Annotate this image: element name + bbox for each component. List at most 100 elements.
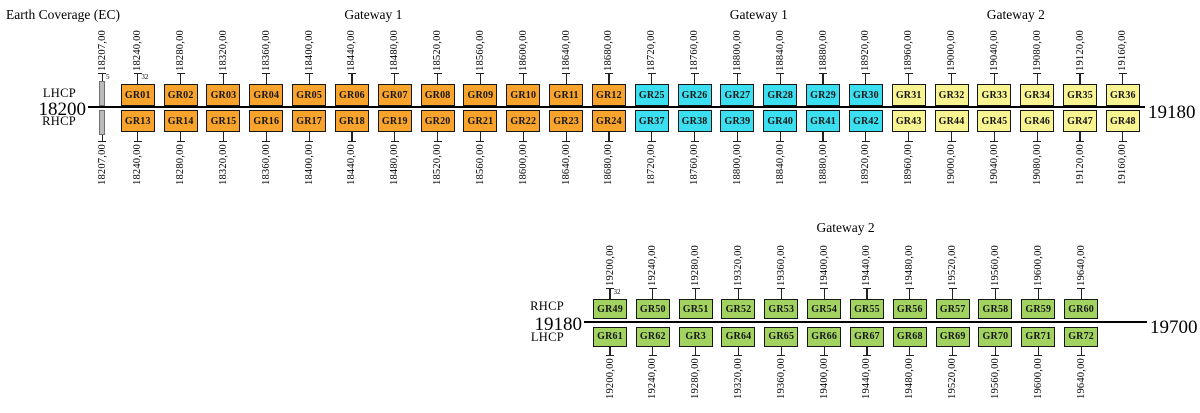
- tick-stem: [779, 73, 781, 84]
- tick-stem: [994, 288, 997, 299]
- frequency-label-bottom: 18720,00: [646, 144, 658, 185]
- tick-cap: [947, 140, 956, 142]
- tick-stem: [695, 346, 697, 355]
- channel-box: GR30: [848, 84, 883, 106]
- tick-stem: [865, 73, 867, 84]
- channel-box: GR58: [978, 299, 1013, 319]
- tick-stem: [137, 73, 139, 84]
- tick-cap: [519, 140, 528, 142]
- channel-box: GR3: [678, 326, 713, 347]
- frequency-label-top: 18240,00: [132, 30, 144, 71]
- frequency-label-top: 19080,00: [1031, 30, 1043, 71]
- channel-box: GR28: [763, 84, 798, 106]
- frequency-label-bottom: 19200,00: [604, 357, 616, 399]
- tick-cap: [604, 140, 613, 142]
- channel-box: GR50: [635, 299, 670, 319]
- frequency-label-bottom: 18800,00: [731, 144, 743, 185]
- tick-stem: [1036, 73, 1038, 84]
- channel-box: GR26: [677, 84, 712, 106]
- tick-cap: [776, 140, 785, 142]
- tick-stem: [737, 288, 740, 299]
- tick-stem: [1080, 288, 1082, 299]
- polarization-label-bottom: LHCP: [530, 330, 564, 344]
- channel-box: GR42: [848, 110, 883, 132]
- channel-box: GR21: [463, 110, 498, 132]
- channel-box: GR02: [163, 84, 198, 106]
- tick-stem: [695, 288, 697, 299]
- frequency-label-top: 18800,00: [731, 30, 743, 71]
- channel-box: GR52: [721, 299, 756, 319]
- channel-box: GR54: [807, 299, 842, 319]
- channel-box: GR23: [549, 110, 584, 132]
- tick-stem: [180, 73, 182, 84]
- tick-stem: [994, 346, 997, 355]
- frequency-label-top: 19040,00: [988, 30, 1000, 71]
- channel-box: GR70: [978, 326, 1013, 347]
- tick-stem: [822, 73, 824, 84]
- tick-stem: [822, 132, 824, 141]
- tick-stem: [479, 132, 482, 141]
- tick-cap: [133, 140, 142, 142]
- tick-stem: [1080, 346, 1082, 355]
- channel-box: GR04: [249, 84, 284, 106]
- polarization-label-top: LHCP: [42, 86, 76, 100]
- tick-stem: [652, 346, 654, 355]
- tick-cap: [647, 140, 656, 142]
- frequency-label-top: 18360,00: [260, 30, 272, 71]
- channel-box: GR71: [1021, 326, 1056, 347]
- tick-stem: [137, 132, 139, 141]
- frequency-label-top: 18880,00: [817, 30, 829, 71]
- channel-box: GR72: [1064, 326, 1099, 347]
- channel-box: GR11: [549, 84, 584, 106]
- channel-box: GR46: [1020, 110, 1055, 132]
- channel-box: GR41: [806, 110, 841, 132]
- channel-box: GR01: [120, 84, 155, 106]
- tick-stem: [565, 132, 567, 141]
- channel-box: GR34: [1020, 84, 1055, 106]
- channel-box: GR13: [120, 110, 155, 132]
- frequency-label-top: 19600,00: [1032, 245, 1044, 286]
- channel-bandwidth-label: 32: [141, 73, 149, 81]
- tick-cap: [904, 140, 913, 142]
- tick-cap: [691, 354, 700, 356]
- channel-box: GR12: [591, 84, 626, 106]
- frequency-label-bottom: 18440,00: [346, 144, 358, 185]
- frequency-label-bottom: 18280,00: [175, 144, 187, 185]
- frequency-label-top: 18920,00: [860, 30, 872, 71]
- frequency-label-bottom: 19240,00: [647, 357, 659, 399]
- tick-cap: [1076, 140, 1085, 142]
- frequency-label-top: 18640,00: [560, 30, 572, 71]
- frequency-label-top: 18960,00: [903, 30, 915, 71]
- channel-box: GR66: [807, 326, 842, 347]
- axis-end-label: 19180: [1148, 101, 1196, 123]
- tick-cap: [948, 354, 957, 356]
- tick-stem: [308, 73, 310, 84]
- tick-stem: [1122, 73, 1124, 84]
- channel-box: GR69: [935, 326, 970, 347]
- frequency-label-top: 19560,00: [989, 245, 1001, 286]
- axis-start-label: 18200: [38, 98, 87, 120]
- frequency-label-bottom: 19280,00: [690, 357, 702, 399]
- tick-cap: [1034, 354, 1043, 356]
- tick-stem: [823, 346, 825, 355]
- tick-stem: [950, 132, 953, 141]
- polarization-label-top: RHCP: [530, 299, 564, 313]
- frequency-label-bottom: 18360,00: [260, 144, 272, 185]
- tick-stem: [736, 132, 738, 141]
- channel-box: GR25: [634, 84, 669, 106]
- tick-cap: [1033, 140, 1042, 142]
- channel-box: GR38: [677, 110, 712, 132]
- frequency-label-bottom: 19520,00: [947, 357, 959, 399]
- frequency-label-bottom: 18840,00: [774, 144, 786, 185]
- tick-stem: [952, 346, 954, 355]
- frequency-label-top: 18560,00: [474, 30, 486, 71]
- frequency-label-top: 19440,00: [861, 245, 873, 286]
- channel-box: GR24: [591, 110, 626, 132]
- channel-box: GR56: [892, 299, 927, 319]
- frequency-label-bottom: 18207,00: [96, 144, 108, 185]
- channel-box: GR65: [764, 326, 799, 347]
- channel-box: GR16: [249, 110, 284, 132]
- tick-stem: [908, 73, 910, 84]
- tick-stem: [608, 73, 610, 84]
- tick-cap: [990, 140, 999, 142]
